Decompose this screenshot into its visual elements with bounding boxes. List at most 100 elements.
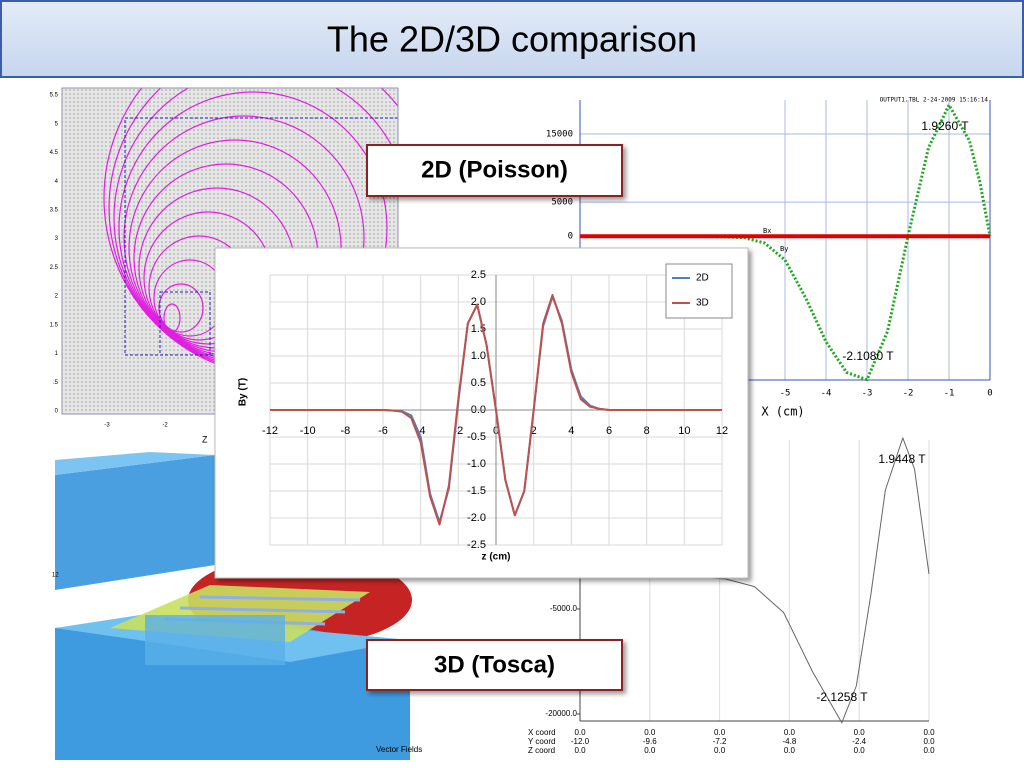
y-tick-label: 1 xyxy=(55,351,59,357)
y-tick-label: 4 xyxy=(55,179,59,185)
y-tick-label: -2.0 xyxy=(467,512,486,524)
axis-label: 12 xyxy=(52,573,59,579)
x-tick-label: -10 xyxy=(300,425,316,437)
x-coord-label: 0.0 xyxy=(854,728,866,737)
comparison-chart: -12-10-8-6-4-20246810122.52.01.51.00.50.… xyxy=(238,263,733,563)
x-tick-label: 10 xyxy=(678,425,690,437)
y-tick-label: 0.5 xyxy=(471,377,486,389)
y-tick-label: -1.5 xyxy=(467,485,486,497)
y-tick-label: 1.0 xyxy=(471,350,486,362)
x-tick-label: -12 xyxy=(262,425,278,437)
y-tick-label: 0 xyxy=(568,232,573,242)
z-coord-label: 0.0 xyxy=(714,746,726,755)
slide-title: The 2D/3D comparison xyxy=(327,19,697,60)
y-tick-label: -5000.0 xyxy=(550,604,578,613)
series-line xyxy=(270,294,722,526)
annotation: -2.1080 T xyxy=(842,349,894,363)
label-box xyxy=(366,639,623,691)
x-axis-label: X (cm) xyxy=(761,405,804,419)
y-tick-label: 0 xyxy=(55,409,59,415)
x-tick-label: -4 xyxy=(821,389,832,399)
lower-yoke xyxy=(55,625,410,760)
x-axis-label: z (cm) xyxy=(482,552,511,563)
x-tick-label: -4.8 xyxy=(783,737,797,746)
y-tick-label: 5000 xyxy=(551,198,573,208)
pole xyxy=(145,615,285,665)
legend-label: 2D xyxy=(696,273,709,284)
y-tick-label: 2 xyxy=(55,294,59,300)
annotation: -2.1258 T xyxy=(816,690,868,704)
legend-label: 3D xyxy=(696,298,709,309)
logo: Vector Fields xyxy=(376,745,422,754)
y-tick-label: .5 xyxy=(53,380,59,386)
y-tick-label: 4.5 xyxy=(50,150,59,156)
x-tick-label: -2 xyxy=(162,423,168,429)
x-tick-label: -6 xyxy=(378,425,388,437)
upper-yoke-top xyxy=(55,452,215,475)
annotation: 1.9260 T xyxy=(921,119,969,133)
series-name: Bx xyxy=(763,227,771,235)
poisson-plot: 0 5000 15000 -5 -4 -3 -2 -1 0 X (cm) OUTPUT1.TBL 2… xyxy=(546,97,993,419)
z-coord-label: 0.0 xyxy=(574,746,586,755)
x-tick-label: -9.6 xyxy=(643,737,657,746)
x-coord-label: 0.0 xyxy=(784,728,796,737)
y-tick-label: -0.5 xyxy=(467,431,486,443)
x-tick-label: 6 xyxy=(606,425,612,437)
z-coord-label: 0.0 xyxy=(644,746,656,755)
coord-row-name: X coord xyxy=(528,728,556,737)
label: 2D (Poisson) xyxy=(421,156,568,183)
y-axis-label: By (T) xyxy=(238,378,249,406)
y-tick-label: 2.5 xyxy=(471,269,486,281)
y-tick-label: 2.5 xyxy=(50,265,59,271)
z-coord-label: 0.0 xyxy=(784,746,796,755)
plot-header: OUTPUT1.TBL 2-24-2009 15:16:14 xyxy=(880,97,989,104)
x-tick-label: 4 xyxy=(568,425,574,437)
x-tick-label: -4 xyxy=(416,425,426,437)
x-tick-label: -2.4 xyxy=(852,737,866,746)
x-tick-label: 8 xyxy=(644,425,650,437)
coord-row-name: Z coord xyxy=(528,746,555,755)
x-coord-label: 0.0 xyxy=(644,728,656,737)
y-tick-label: -1.0 xyxy=(467,458,486,470)
coord-row-name: Y coord xyxy=(528,737,555,746)
x-tick-label: -3 xyxy=(104,423,110,429)
label: 3D (Tosca) xyxy=(434,651,555,678)
x-tick-label: -2 xyxy=(453,425,463,437)
x-tick-label: -7.2 xyxy=(713,737,727,746)
upper-yoke xyxy=(55,455,215,590)
label-box xyxy=(366,144,623,197)
x-coord-label: 0.0 xyxy=(574,728,586,737)
y-tick-label: 15000 xyxy=(546,130,573,140)
x-tick-label: 2 xyxy=(531,425,537,437)
y-tick-label: 2.0 xyxy=(471,296,486,308)
y-tick-label: 5.5 xyxy=(50,93,59,99)
series-name: By xyxy=(780,245,788,253)
title-band xyxy=(0,0,1024,78)
legend-box xyxy=(665,263,733,319)
y-tick-label: -2.5 xyxy=(467,539,486,551)
y-tick-label: 3 xyxy=(55,236,59,242)
x-tick-label: -2 xyxy=(903,389,914,399)
y-tick-label: -20000.0 xyxy=(545,709,577,718)
x-tick-label: -12.0 xyxy=(571,737,590,746)
x-tick-label: 0.0 xyxy=(923,737,935,746)
x-tick-label: 0 xyxy=(987,389,992,399)
y-tick-label: 1.5 xyxy=(50,322,59,328)
comparison-box xyxy=(214,247,749,579)
x-tick-label: -5 xyxy=(780,389,791,399)
annotation: 1.9448 T xyxy=(878,452,926,466)
axis-label: Z xyxy=(202,434,208,444)
y-tick-label: 5 xyxy=(55,121,59,127)
x-coord-label: 0.0 xyxy=(923,728,935,737)
x-tick-label: -8 xyxy=(340,425,350,437)
x-coord-label: 0.0 xyxy=(714,728,726,737)
x-tick-label: 12 xyxy=(716,425,728,437)
z-coord-label: 0.0 xyxy=(854,746,866,755)
x-tick-label: -1 xyxy=(944,389,955,399)
z-coord-label: 0.0 xyxy=(923,746,935,755)
x-tick-label: -3 xyxy=(862,389,873,399)
coil-outline xyxy=(159,291,211,356)
y-tick-label: 3.5 xyxy=(50,207,59,213)
